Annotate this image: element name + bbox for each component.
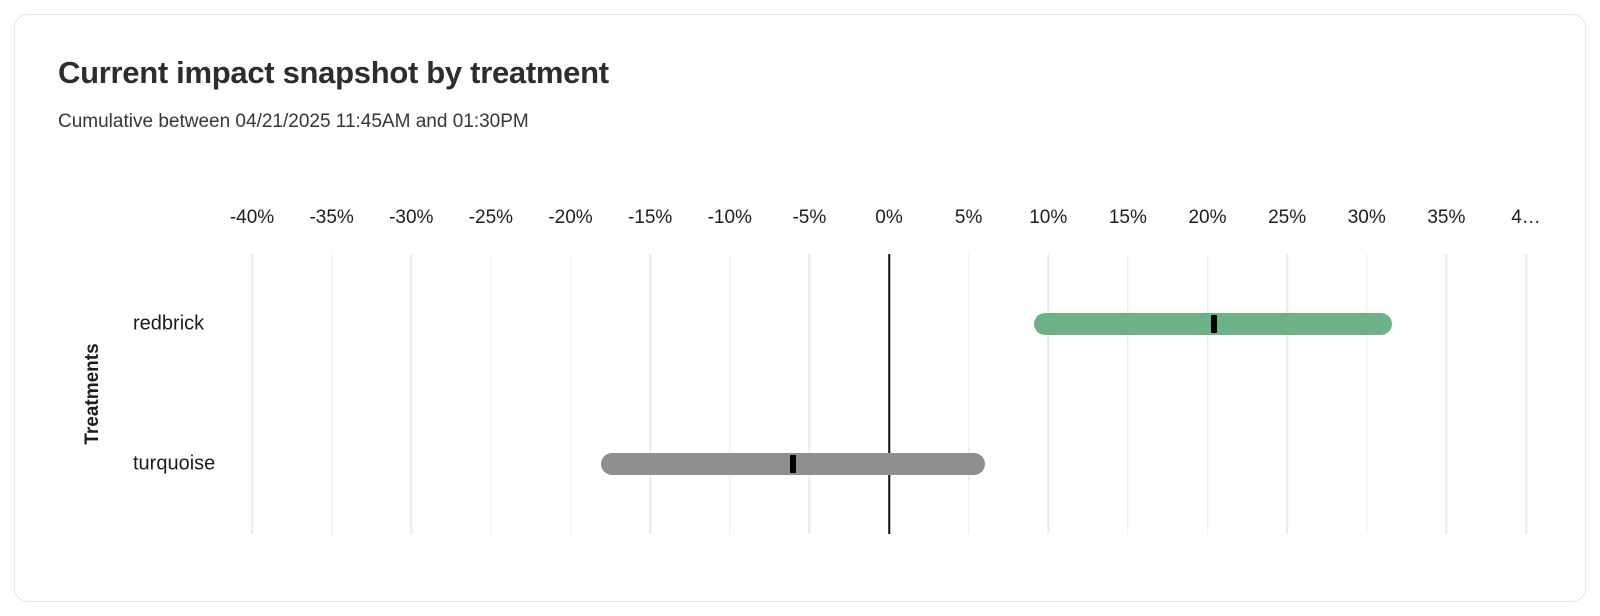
zero-baseline [888, 254, 890, 534]
x-tick-label: 4… [1511, 207, 1541, 228]
x-tick-label: -20% [548, 207, 593, 228]
gridline [1127, 254, 1129, 534]
gridline [569, 254, 572, 534]
turquoise-point-marker [790, 455, 797, 473]
gridline [410, 254, 412, 534]
x-axis-tick-labels: -40% -35% -30% -25% -20% -15% -10% -5% 0% 5% 10% 15… [230, 205, 1541, 231]
gridline [330, 254, 333, 534]
x-tick-label: -25% [468, 207, 514, 228]
chart-title: Current impact snapshot by treatment [58, 55, 609, 90]
x-tick-label: -40% [229, 207, 275, 228]
x-tick-label: -10% [707, 207, 752, 228]
x-tick-label: -15% [627, 207, 673, 228]
y-axis-category-labels: redbrick turquoise [133, 254, 252, 534]
impact-range-chart: Treatments -40% -35% -30% -25% -20% -15% -10% -… [15, 15, 1585, 601]
x-tick-label: 35% [1427, 207, 1466, 228]
x-tick-label: 0% [875, 207, 903, 228]
x-tick-label: -35% [309, 207, 354, 228]
gridline [649, 254, 651, 534]
plot-area [251, 254, 1527, 534]
x-tick-label: -30% [389, 207, 434, 228]
x-tick-label: 10% [1029, 207, 1068, 228]
category-label-turquoise: turquoise [133, 452, 216, 475]
gridline [1525, 254, 1527, 534]
x-tick-label: 30% [1347, 207, 1386, 228]
chart-subtitle: Cumulative between 04/21/2025 11:45AM an… [58, 111, 529, 132]
x-tick-label: -5% [792, 207, 827, 228]
gridline [251, 254, 253, 534]
chart-card: Current impact snapshot by treatment Cum… [14, 14, 1586, 602]
gridline [967, 254, 970, 534]
gridline [1445, 254, 1448, 534]
x-tick-label: 15% [1108, 207, 1147, 228]
category-label-redbrick: redbrick [133, 312, 205, 335]
x-tick-label: 25% [1268, 207, 1307, 228]
gridline [1366, 254, 1368, 534]
y-axis-title: Treatments [82, 343, 103, 445]
x-tick-label: 5% [954, 207, 983, 228]
gridline [808, 254, 811, 534]
gridline [1047, 254, 1049, 534]
x-tick-label: 20% [1188, 207, 1227, 228]
gridline [729, 254, 731, 534]
redbrick-point-marker [1210, 315, 1217, 333]
gridline [490, 254, 492, 534]
gridline [1286, 254, 1288, 534]
gridline [1206, 254, 1209, 534]
